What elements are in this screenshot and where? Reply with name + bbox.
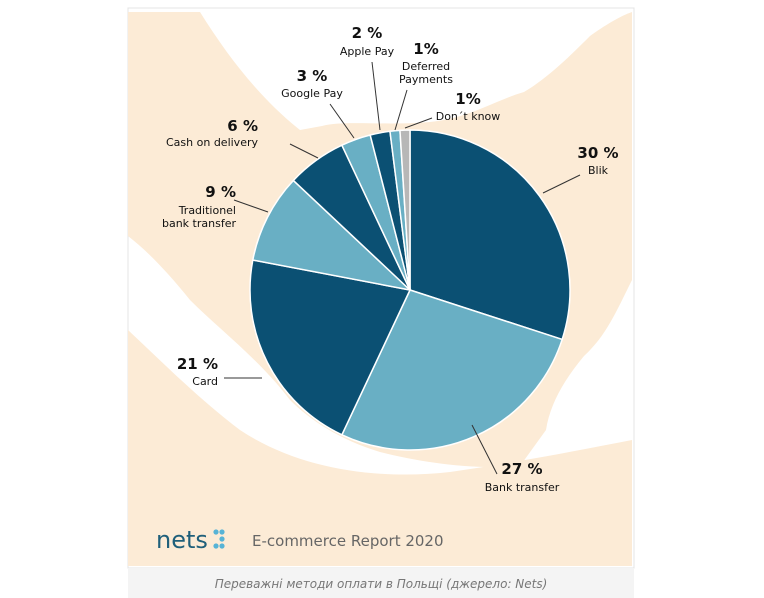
slice-value-label: 1% [413, 40, 438, 58]
pie-slice [399, 129, 411, 291]
slice-category-label: Don´t know [436, 110, 501, 123]
pie-slice [251, 179, 413, 292]
slice-category-label: Cash on delivery [166, 136, 258, 149]
dots-icon [213, 529, 225, 549]
slice-labels: 30 % Blik 27 % Bank transfer 21 % Card 9 % Trad… [162, 24, 619, 494]
pie [249, 129, 571, 451]
leader-lines [224, 61, 581, 475]
slice-category-label: Bank transfer [485, 481, 560, 494]
leader-line [404, 117, 433, 129]
report-title: E-commerce Report 2020 [252, 532, 444, 550]
slice-category-label: Traditionel [178, 204, 236, 217]
land-shape [128, 330, 632, 566]
slice-category-label: bank transfer [162, 217, 236, 230]
leader-line [329, 103, 355, 139]
slice-value-label: 27 % [501, 460, 542, 478]
slice-value-label: 6 % [227, 117, 258, 135]
caption: Переважні методи оплати в Польщі (джерел… [215, 577, 548, 591]
slice-value-label: 9 % [205, 183, 236, 201]
slice-value-label: 2 % [352, 24, 383, 42]
leader-line [394, 89, 408, 131]
pie-slice [340, 289, 564, 451]
slice-category-label: Google Pay [281, 87, 343, 100]
leader-line [371, 61, 381, 131]
slice-value-label: 3 % [297, 67, 328, 85]
slice-value-label: 21 % [177, 355, 218, 373]
leader-line [542, 174, 581, 194]
slice-value-label: 1% [455, 90, 480, 108]
slice-category-label: Card [192, 375, 218, 388]
brand-logo: nets [156, 526, 225, 554]
brand-name: nets [156, 526, 208, 554]
leader-line [471, 424, 498, 475]
pie-slice [409, 129, 571, 341]
slice-value-label: 30 % [577, 144, 618, 162]
slice-category-label: Apple Pay [340, 45, 395, 58]
pie-slice [249, 259, 412, 436]
leader-line [289, 143, 319, 159]
leader-line [233, 199, 269, 213]
slice-category-label: Blik [588, 164, 609, 177]
slice-category-label: Payments [399, 73, 453, 86]
slice-category-label: Deferred [402, 60, 450, 73]
caption-bar [128, 568, 634, 598]
